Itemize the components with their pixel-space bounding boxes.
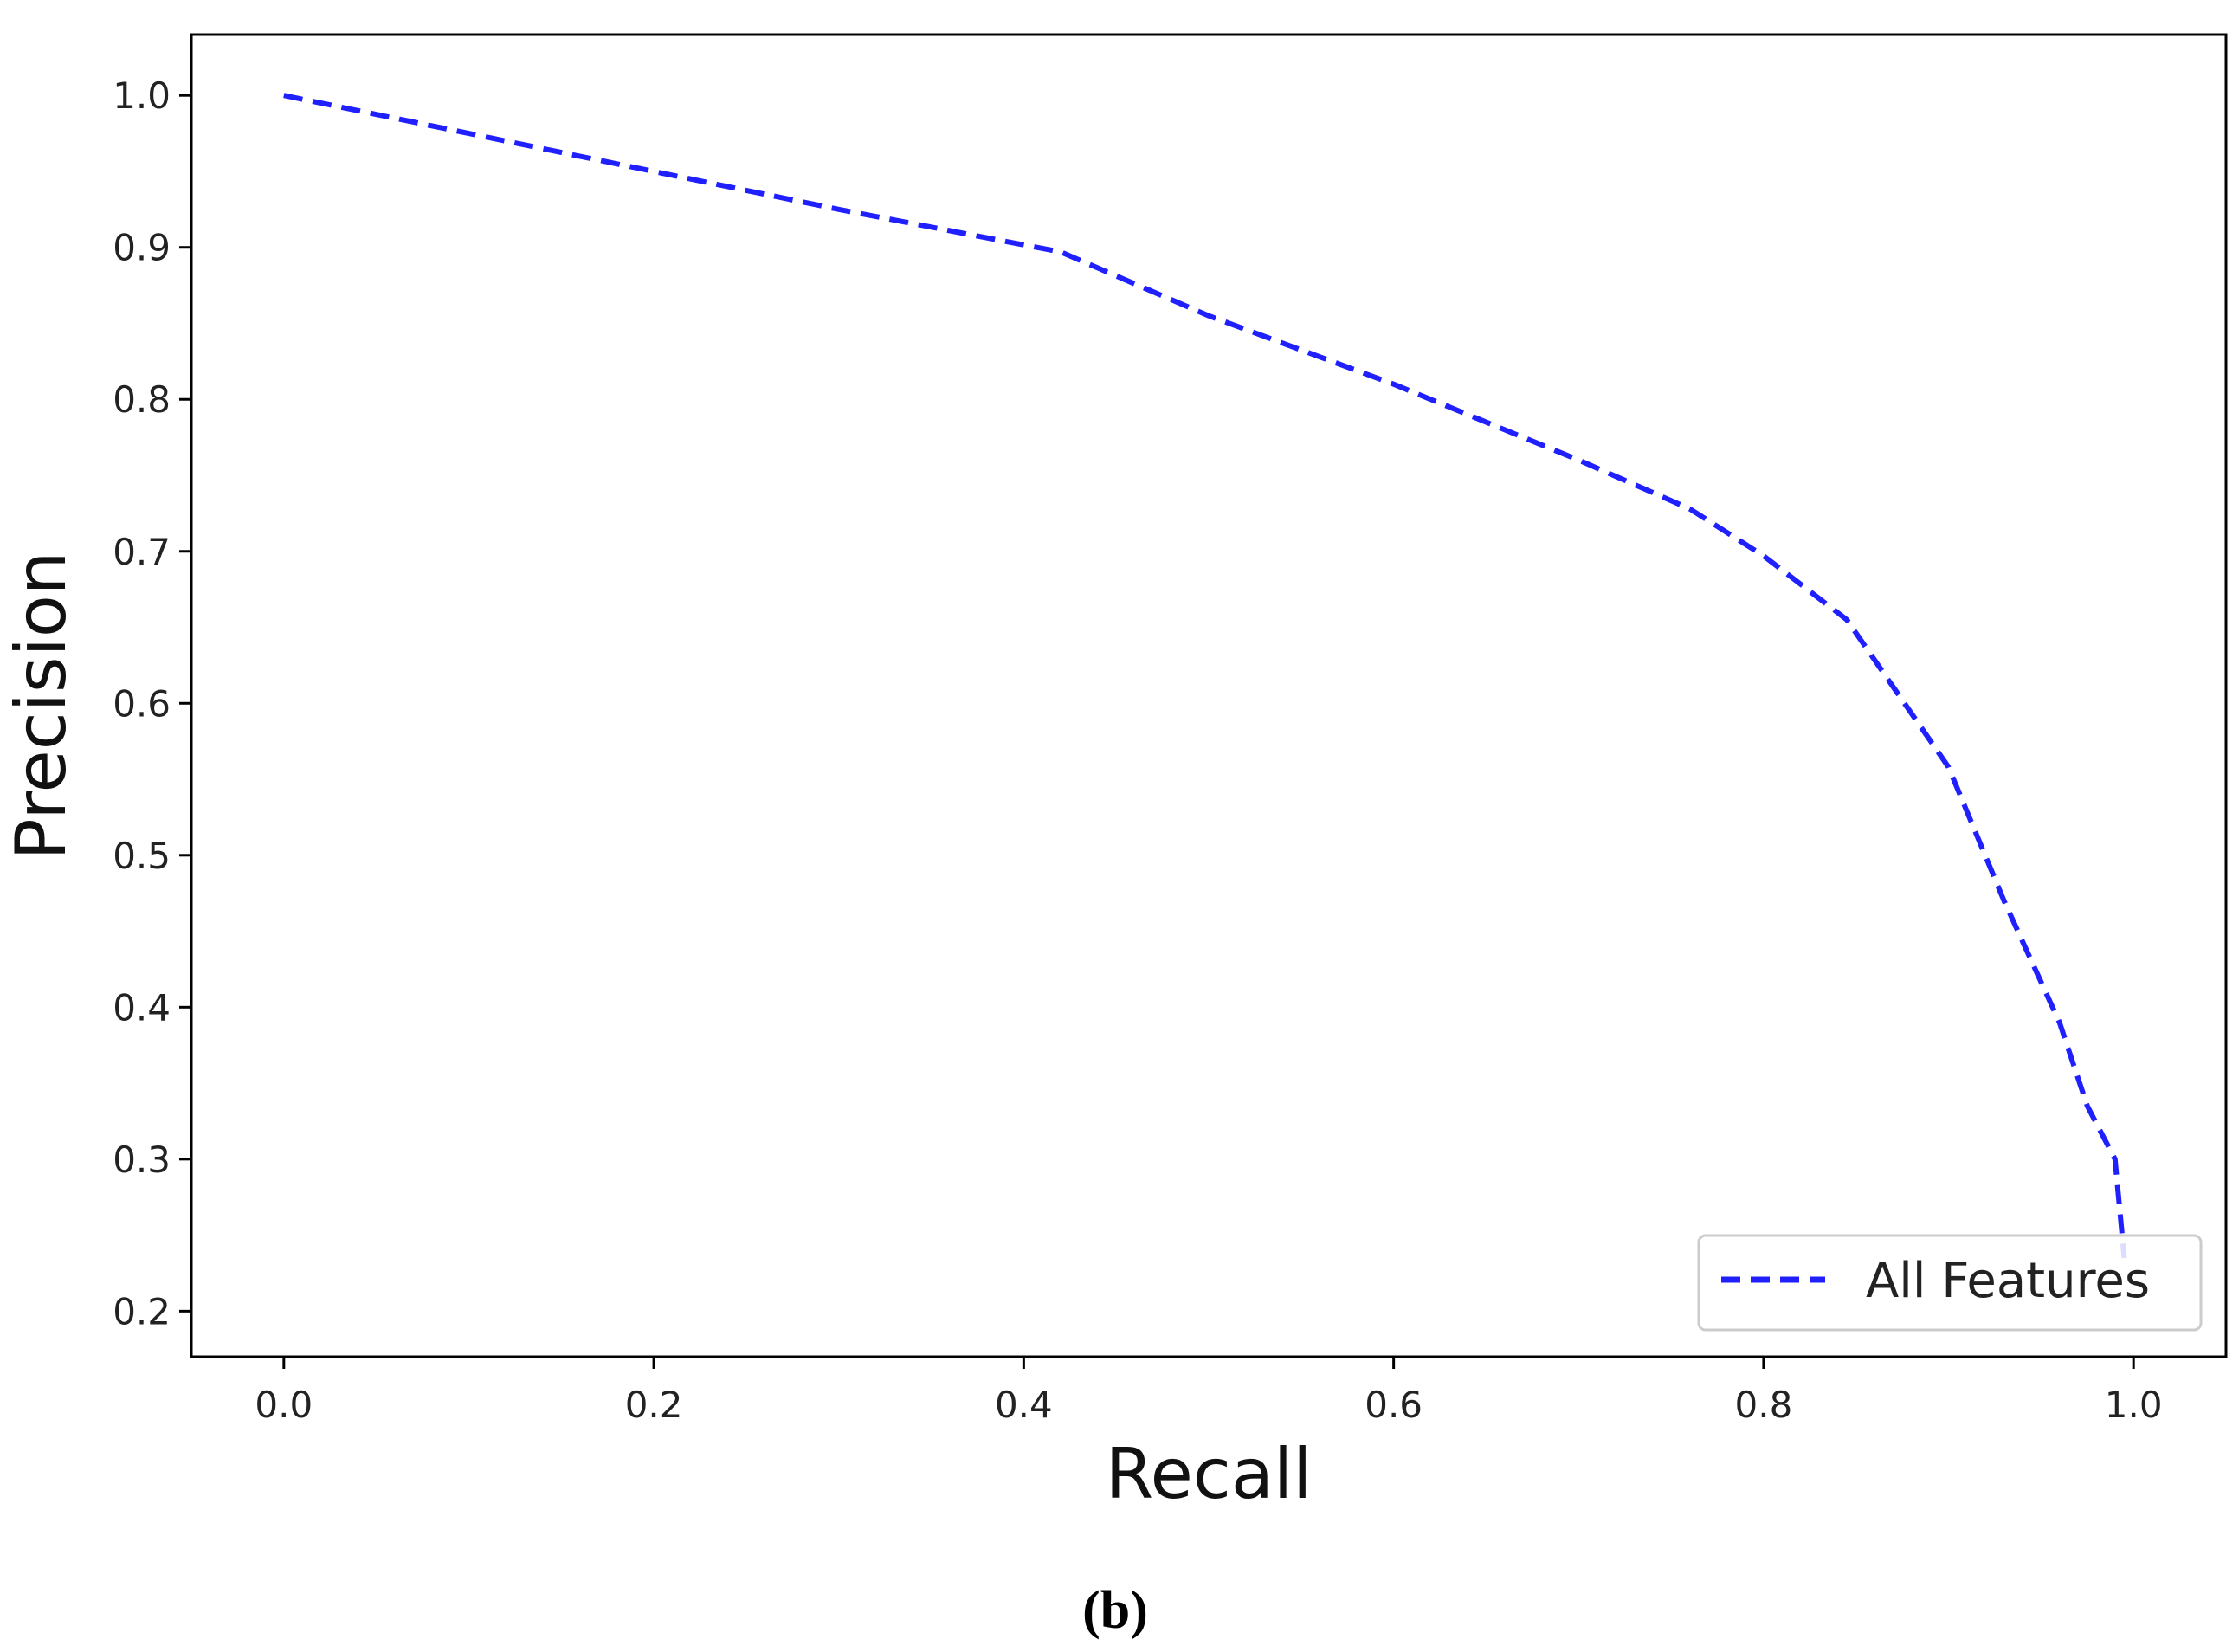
- legend-label-all-features: All Features: [1866, 1253, 2150, 1309]
- x-tick-label: 0.4: [995, 1384, 1053, 1426]
- x-tick-label: 0.6: [1365, 1384, 1423, 1426]
- legend: All Features: [1697, 1234, 2203, 1332]
- x-tick-label: 0.2: [625, 1384, 683, 1426]
- y-tick-label: 0.2: [113, 1290, 171, 1333]
- y-tick-label: 0.5: [113, 835, 171, 877]
- x-tick-label: 1.0: [2105, 1384, 2163, 1426]
- y-axis-ticks: 0.2 0.3 0.4 0.5 0.6 0.7 0.8 0.9 1.0: [113, 74, 191, 1333]
- y-tick-label: 1.0: [113, 74, 171, 117]
- y-tick-label: 0.6: [113, 682, 171, 725]
- x-axis-ticks: 0.0 0.2 0.4 0.6 0.8 1.0: [255, 1357, 2163, 1426]
- y-tick-label: 0.7: [113, 531, 171, 573]
- x-axis-title: Recall: [1106, 1434, 1313, 1514]
- y-tick-label: 0.3: [113, 1139, 171, 1181]
- y-tick-label: 0.9: [113, 227, 171, 269]
- legend-box: [1697, 1234, 2203, 1332]
- y-axis-title: Precision: [1, 552, 81, 861]
- series-line-0: [283, 93, 2127, 1259]
- x-tick-label: 0.8: [1735, 1384, 1793, 1426]
- plot-area-background: [191, 35, 2226, 1357]
- series-layer: [283, 93, 2127, 1259]
- figure-caption: (b): [1082, 1581, 1148, 1640]
- y-tick-label: 0.8: [113, 378, 171, 421]
- x-tick-label: 0.0: [255, 1384, 313, 1426]
- plot-area-frame: [190, 33, 2228, 1358]
- y-tick-label: 0.4: [113, 986, 171, 1029]
